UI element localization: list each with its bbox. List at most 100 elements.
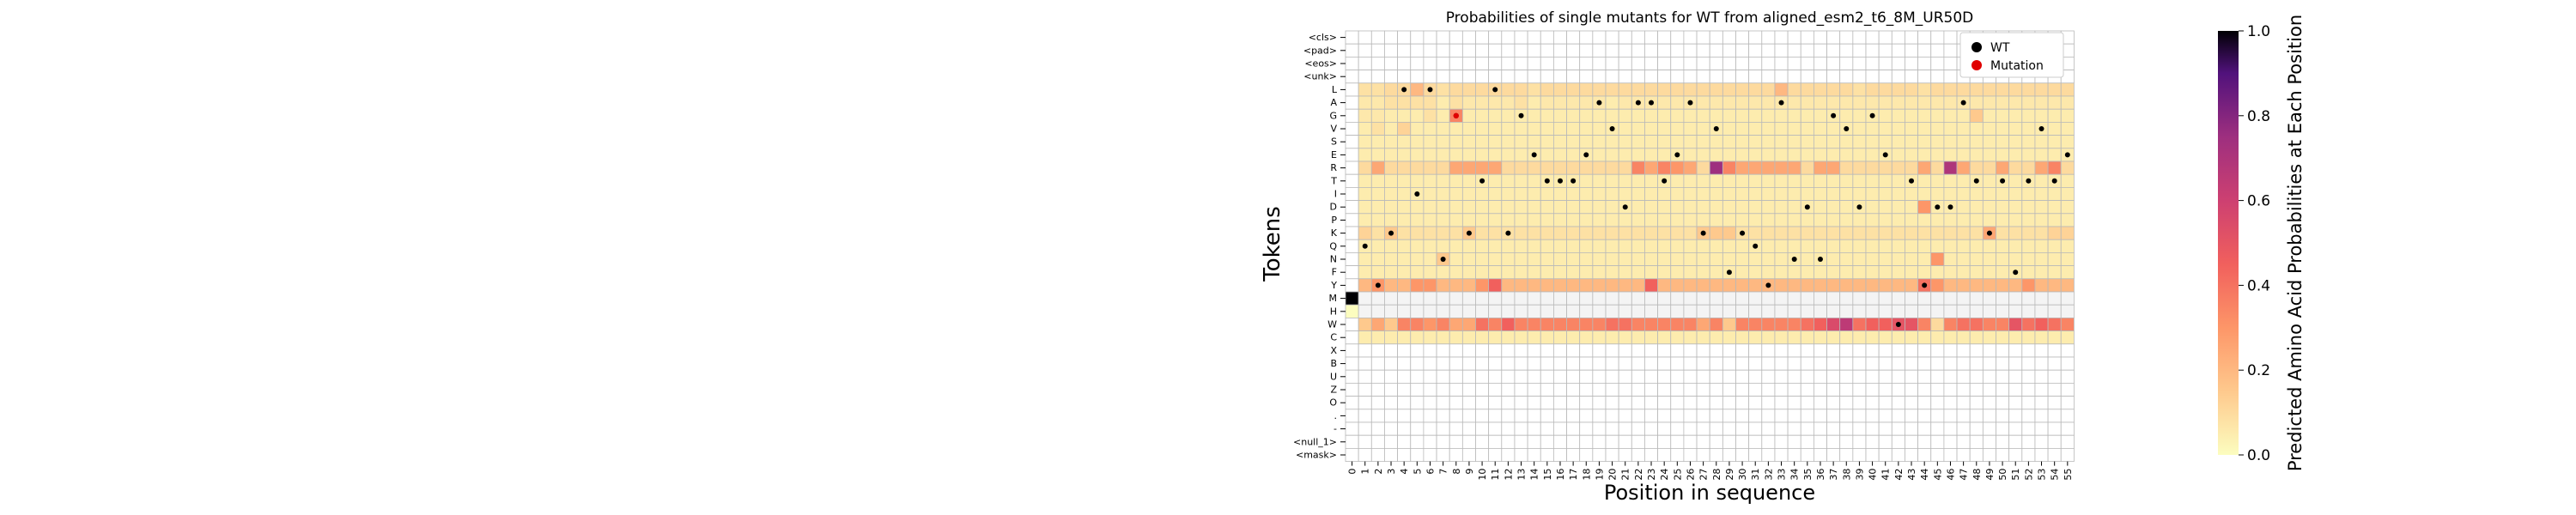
heatmap-cell: [1644, 434, 1658, 449]
heatmap-cell: [1592, 173, 1607, 188]
heatmap-cell: [1696, 135, 1710, 149]
heatmap-cell: [1566, 239, 1581, 253]
heatmap-cell: [1618, 70, 1632, 84]
heatmap-cell: [1930, 343, 1945, 358]
heatmap-cell: [1969, 239, 1984, 253]
heatmap-cell: [1475, 291, 1490, 306]
heatmap-cell: [1461, 173, 1476, 188]
heatmap-cell: [1878, 239, 1893, 253]
heatmap-cell: [1878, 448, 1893, 463]
heatmap-cell: [1943, 396, 1958, 410]
heatmap-cell: [1943, 317, 1958, 331]
heatmap-cell: [1488, 265, 1503, 280]
heatmap-cell: [1826, 448, 1841, 463]
heatmap-cell: [2060, 108, 2075, 123]
heatmap-cell: [1461, 186, 1476, 201]
heatmap-cell: [1553, 421, 1567, 436]
x-tick-label: 22: [1633, 469, 1644, 481]
heatmap-cell: [2021, 356, 2036, 371]
heatmap-cell: [1488, 186, 1503, 201]
heatmap-cell: [1618, 382, 1632, 397]
heatmap-cell: [1540, 448, 1554, 463]
y-tick-label: K: [1331, 227, 1338, 239]
heatmap-cell: [1670, 251, 1685, 266]
x-tick-label: 38: [1841, 469, 1852, 481]
heatmap-cell: [1735, 421, 1750, 436]
heatmap-cell: [1852, 148, 1867, 162]
heatmap-cell: [1436, 121, 1450, 136]
heatmap-cell: [1618, 148, 1632, 162]
heatmap-cell: [1735, 409, 1750, 423]
heatmap-cell: [1397, 239, 1412, 253]
heatmap-cell: [1461, 239, 1476, 253]
heatmap-cell: [2008, 343, 2023, 358]
heatmap-cell: [1410, 356, 1425, 371]
heatmap-cell: [1956, 278, 1971, 293]
heatmap-cell: [1761, 251, 1776, 266]
heatmap-cell: [1461, 434, 1476, 449]
heatmap-cell: [2034, 213, 2049, 227]
heatmap-cell: [1566, 57, 1581, 71]
heatmap-cell: [1397, 108, 1412, 123]
heatmap-cell: [1553, 57, 1567, 71]
heatmap-cell: [2060, 213, 2075, 227]
heatmap-cell: [1761, 95, 1776, 110]
heatmap-cell: [1618, 186, 1632, 201]
heatmap-cell: [1461, 251, 1476, 266]
heatmap-cell: [1423, 121, 1437, 136]
heatmap-cell: [2034, 148, 2049, 162]
heatmap-cell: [1488, 213, 1503, 227]
heatmap-cell: [1605, 409, 1619, 423]
heatmap-cell: [1930, 121, 1945, 136]
heatmap-cell: [1969, 95, 1984, 110]
heatmap-cell: [1930, 330, 1945, 345]
heatmap-cell: [1345, 82, 1359, 97]
heatmap-cell: [1774, 304, 1789, 318]
heatmap-cell: [1930, 265, 1945, 280]
heatmap-cell: [1436, 239, 1450, 253]
wt-marker: [1765, 282, 1771, 288]
x-tick-label: 44: [1919, 469, 1930, 481]
heatmap-cell: [1891, 57, 1905, 71]
heatmap-cell: [1774, 30, 1789, 45]
heatmap-cell: [1475, 409, 1490, 423]
heatmap-cell: [1345, 226, 1359, 240]
heatmap-cell: [2034, 108, 2049, 123]
heatmap-cell: [1761, 382, 1776, 397]
heatmap-cell: [1996, 251, 2010, 266]
wt-marker: [1388, 230, 1394, 236]
heatmap-cell: [1410, 304, 1425, 318]
heatmap-cell: [1800, 226, 1814, 240]
heatmap-cell: [1683, 434, 1698, 449]
heatmap-cell: [1917, 43, 1932, 58]
heatmap-cell: [1618, 161, 1632, 175]
heatmap-cell: [1878, 70, 1893, 84]
heatmap-cell: [1956, 148, 1971, 162]
chart-title: Probabilities of single mutants for WT f…: [1446, 9, 1974, 27]
heatmap-cell: [1813, 396, 1827, 410]
heatmap-cell: [1826, 186, 1841, 201]
heatmap-cell: [1488, 330, 1503, 345]
heatmap-cell: [1566, 396, 1581, 410]
heatmap-cell: [2021, 291, 2036, 306]
heatmap-cell: [1423, 161, 1437, 175]
heatmap-cell: [1930, 43, 1945, 58]
heatmap-cell: [1488, 278, 1503, 293]
wt-marker: [1505, 230, 1511, 236]
heatmap-cell: [1436, 317, 1450, 331]
heatmap-cell: [1905, 343, 1918, 358]
heatmap-cell: [1345, 57, 1359, 71]
heatmap-cell: [1644, 186, 1658, 201]
heatmap-cell: [1761, 30, 1776, 45]
heatmap-cell: [2060, 278, 2075, 293]
heatmap-cell: [1774, 251, 1789, 266]
heatmap-cell: [1384, 343, 1398, 358]
heatmap-cell: [1878, 421, 1893, 436]
heatmap-cell: [1358, 57, 1372, 71]
heatmap-cell: [1631, 161, 1645, 175]
heatmap-cell: [1761, 330, 1776, 345]
heatmap-cell: [1566, 304, 1581, 318]
heatmap-cell: [1956, 265, 1971, 280]
heatmap-cell: [1787, 95, 1801, 110]
heatmap-cell: [1423, 239, 1437, 253]
